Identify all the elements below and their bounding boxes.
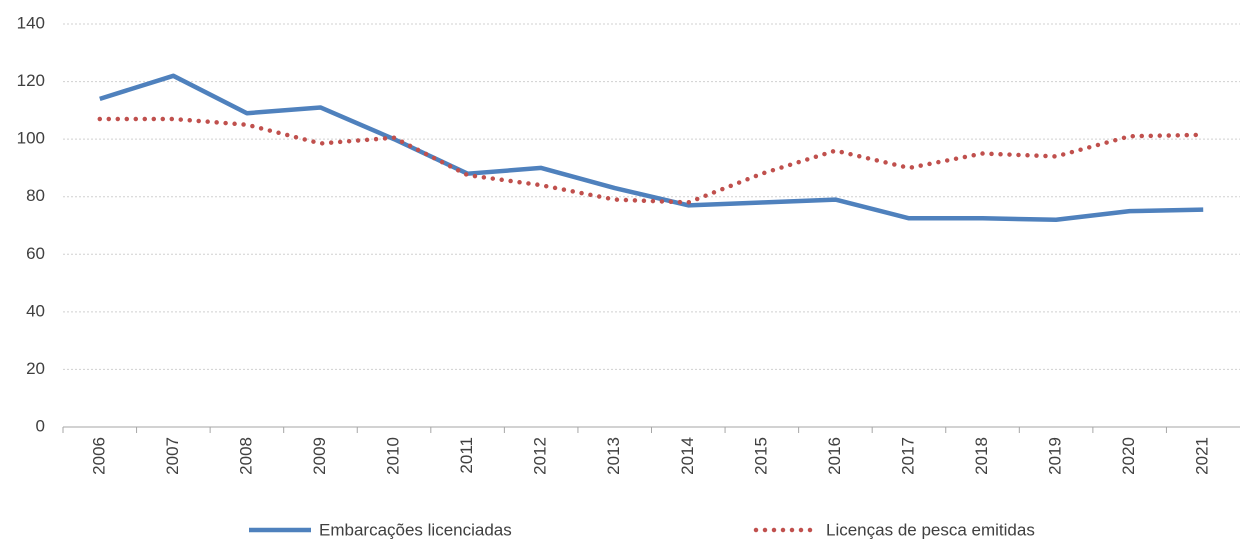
x-tick-label: 2008 [236, 437, 255, 475]
y-tick-label: 140 [17, 13, 45, 32]
y-tick-label: 80 [26, 186, 45, 205]
series-line [97, 116, 1206, 205]
y-tick-label: 100 [17, 129, 45, 148]
x-tick-label: 2020 [1119, 437, 1138, 475]
x-tick-label: 2011 [457, 437, 476, 474]
x-tick-label: 2013 [604, 437, 623, 475]
series-line [99, 73, 1204, 222]
x-tick-label: 2009 [310, 437, 329, 475]
x-tick-label: 2016 [825, 437, 844, 475]
x-tick-label: 2006 [89, 437, 108, 475]
x-tick-label: 2012 [531, 437, 550, 475]
legend-label: Embarcações licenciadas [319, 520, 512, 539]
x-tick-label: 2015 [751, 437, 770, 475]
x-tick-label: 2017 [898, 437, 917, 475]
y-tick-label: 40 [26, 301, 45, 320]
x-tick-label: 2021 [1193, 437, 1212, 475]
x-tick-label: 2018 [972, 437, 991, 475]
legend-label: Licenças de pesca emitidas [826, 520, 1035, 539]
y-tick-label: 60 [26, 244, 45, 263]
y-tick-label: 120 [17, 71, 45, 90]
y-tick-label: 0 [36, 416, 45, 435]
x-tick-label: 2014 [678, 437, 697, 475]
x-tick-label: 2019 [1046, 437, 1065, 475]
x-tick-label: 2007 [163, 437, 182, 475]
x-tick-label: 2010 [384, 437, 403, 475]
y-tick-label: 20 [26, 359, 45, 378]
